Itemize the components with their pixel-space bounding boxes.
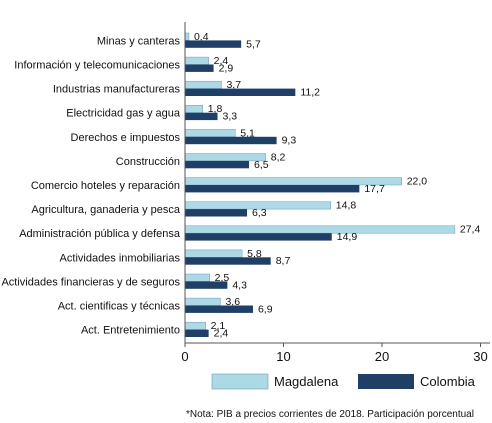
data-label-colombia: 17,7 <box>364 183 385 195</box>
bar-colombia <box>185 112 218 121</box>
bar-magdalena <box>184 249 243 258</box>
data-label-colombia: 11,2 <box>300 87 320 99</box>
bar-magdalena <box>184 105 203 113</box>
data-label-colombia: 8,7 <box>276 255 291 267</box>
data-label-magdalena: 3,7 <box>226 79 241 91</box>
bar-colombia <box>185 160 250 169</box>
category-label: Actividades inmobiliarias <box>60 252 181 264</box>
category-label: Act. Entretenimiento <box>81 325 180 337</box>
bar-magdalena <box>184 297 221 306</box>
data-label-magdalena: 2,4 <box>214 55 229 67</box>
bar-colombia <box>185 40 242 48</box>
x-tick-label: 30 <box>473 349 487 364</box>
data-label-colombia: 2,4 <box>214 328 229 340</box>
data-label-magdalena: 2,1 <box>211 320 226 332</box>
legend-magdalena-label: Magdalena <box>274 374 339 389</box>
bar-magdalena <box>184 32 190 41</box>
category-label: Minas y canteras <box>97 35 181 47</box>
data-label-colombia: 6,9 <box>258 303 273 315</box>
bar-colombia <box>185 64 214 72</box>
category-label: Agricultura, ganaderia y pesca <box>31 204 180 216</box>
category-label: Act. cientificas y técnicas <box>58 301 181 313</box>
bar-magdalena <box>184 321 206 330</box>
bar-colombia <box>185 329 209 337</box>
x-tick-label: 0 <box>181 349 188 364</box>
data-label-colombia: 3,3 <box>223 111 238 123</box>
data-label-colombia: 2,9 <box>219 62 234 74</box>
bar-magdalena <box>184 225 456 234</box>
category-label: Comercio hoteles y reparación <box>31 180 180 192</box>
bar-colombia <box>185 233 332 241</box>
category-label: Actividades financieras y de seguros <box>1 276 180 288</box>
category-label: Información y telecomunicaciones <box>14 60 180 72</box>
data-label-magdalena: 3,6 <box>225 296 240 308</box>
category-label: Electricidad gas y agua <box>66 108 181 120</box>
bar-colombia <box>185 136 277 145</box>
data-label-colombia: 9,3 <box>282 135 297 147</box>
data-label-colombia: 5,7 <box>246 38 261 50</box>
bar-colombia <box>185 257 271 265</box>
category-label: Derechos e impuestos <box>71 132 181 144</box>
legend-colombia-swatch <box>358 374 414 389</box>
bar-colombia <box>185 281 228 289</box>
chart-svg: Minas y canteras 0,4 5,7 Información y tele… <box>1 22 490 390</box>
category-label: Industrias manufactureras <box>53 84 181 96</box>
category-label: Construcción <box>116 156 180 168</box>
legend-magdalena-swatch <box>211 373 269 390</box>
data-label-magdalena: 1,8 <box>208 103 223 115</box>
bar-colombia <box>185 305 253 313</box>
data-label-magdalena: 22,0 <box>407 176 428 188</box>
data-label-magdalena: 14,8 <box>336 200 357 212</box>
bar-colombia <box>185 185 360 193</box>
data-label-magdalena: 5,8 <box>247 248 262 260</box>
data-label-magdalena: 0,4 <box>194 31 209 43</box>
data-label-colombia: 6,5 <box>254 159 269 171</box>
chart-footnote: *Nota: PIB a precios corrientes de 2018.… <box>186 409 474 420</box>
data-label-colombia: 4,3 <box>232 279 247 291</box>
data-label-colombia: 14,9 <box>337 231 358 243</box>
bar-colombia <box>185 209 248 217</box>
data-label-magdalena: 5,1 <box>240 127 255 139</box>
bar-colombia <box>185 88 296 96</box>
category-label: Administración pública y defensa <box>19 228 181 240</box>
bar-magdalena <box>184 56 209 65</box>
bar-magdalena <box>184 80 222 89</box>
data-label-magdalena: 8,2 <box>271 151 286 163</box>
bar-magdalena <box>184 273 210 282</box>
data-label-colombia: 6,3 <box>252 207 267 219</box>
data-label-magdalena: 2,5 <box>215 272 230 284</box>
x-tick-label: 10 <box>276 349 290 364</box>
data-label-magdalena: 27,4 <box>460 224 481 236</box>
bar-magdalena <box>184 129 236 138</box>
legend-colombia-label: Colombia <box>420 374 476 389</box>
x-tick-label: 20 <box>375 349 389 364</box>
